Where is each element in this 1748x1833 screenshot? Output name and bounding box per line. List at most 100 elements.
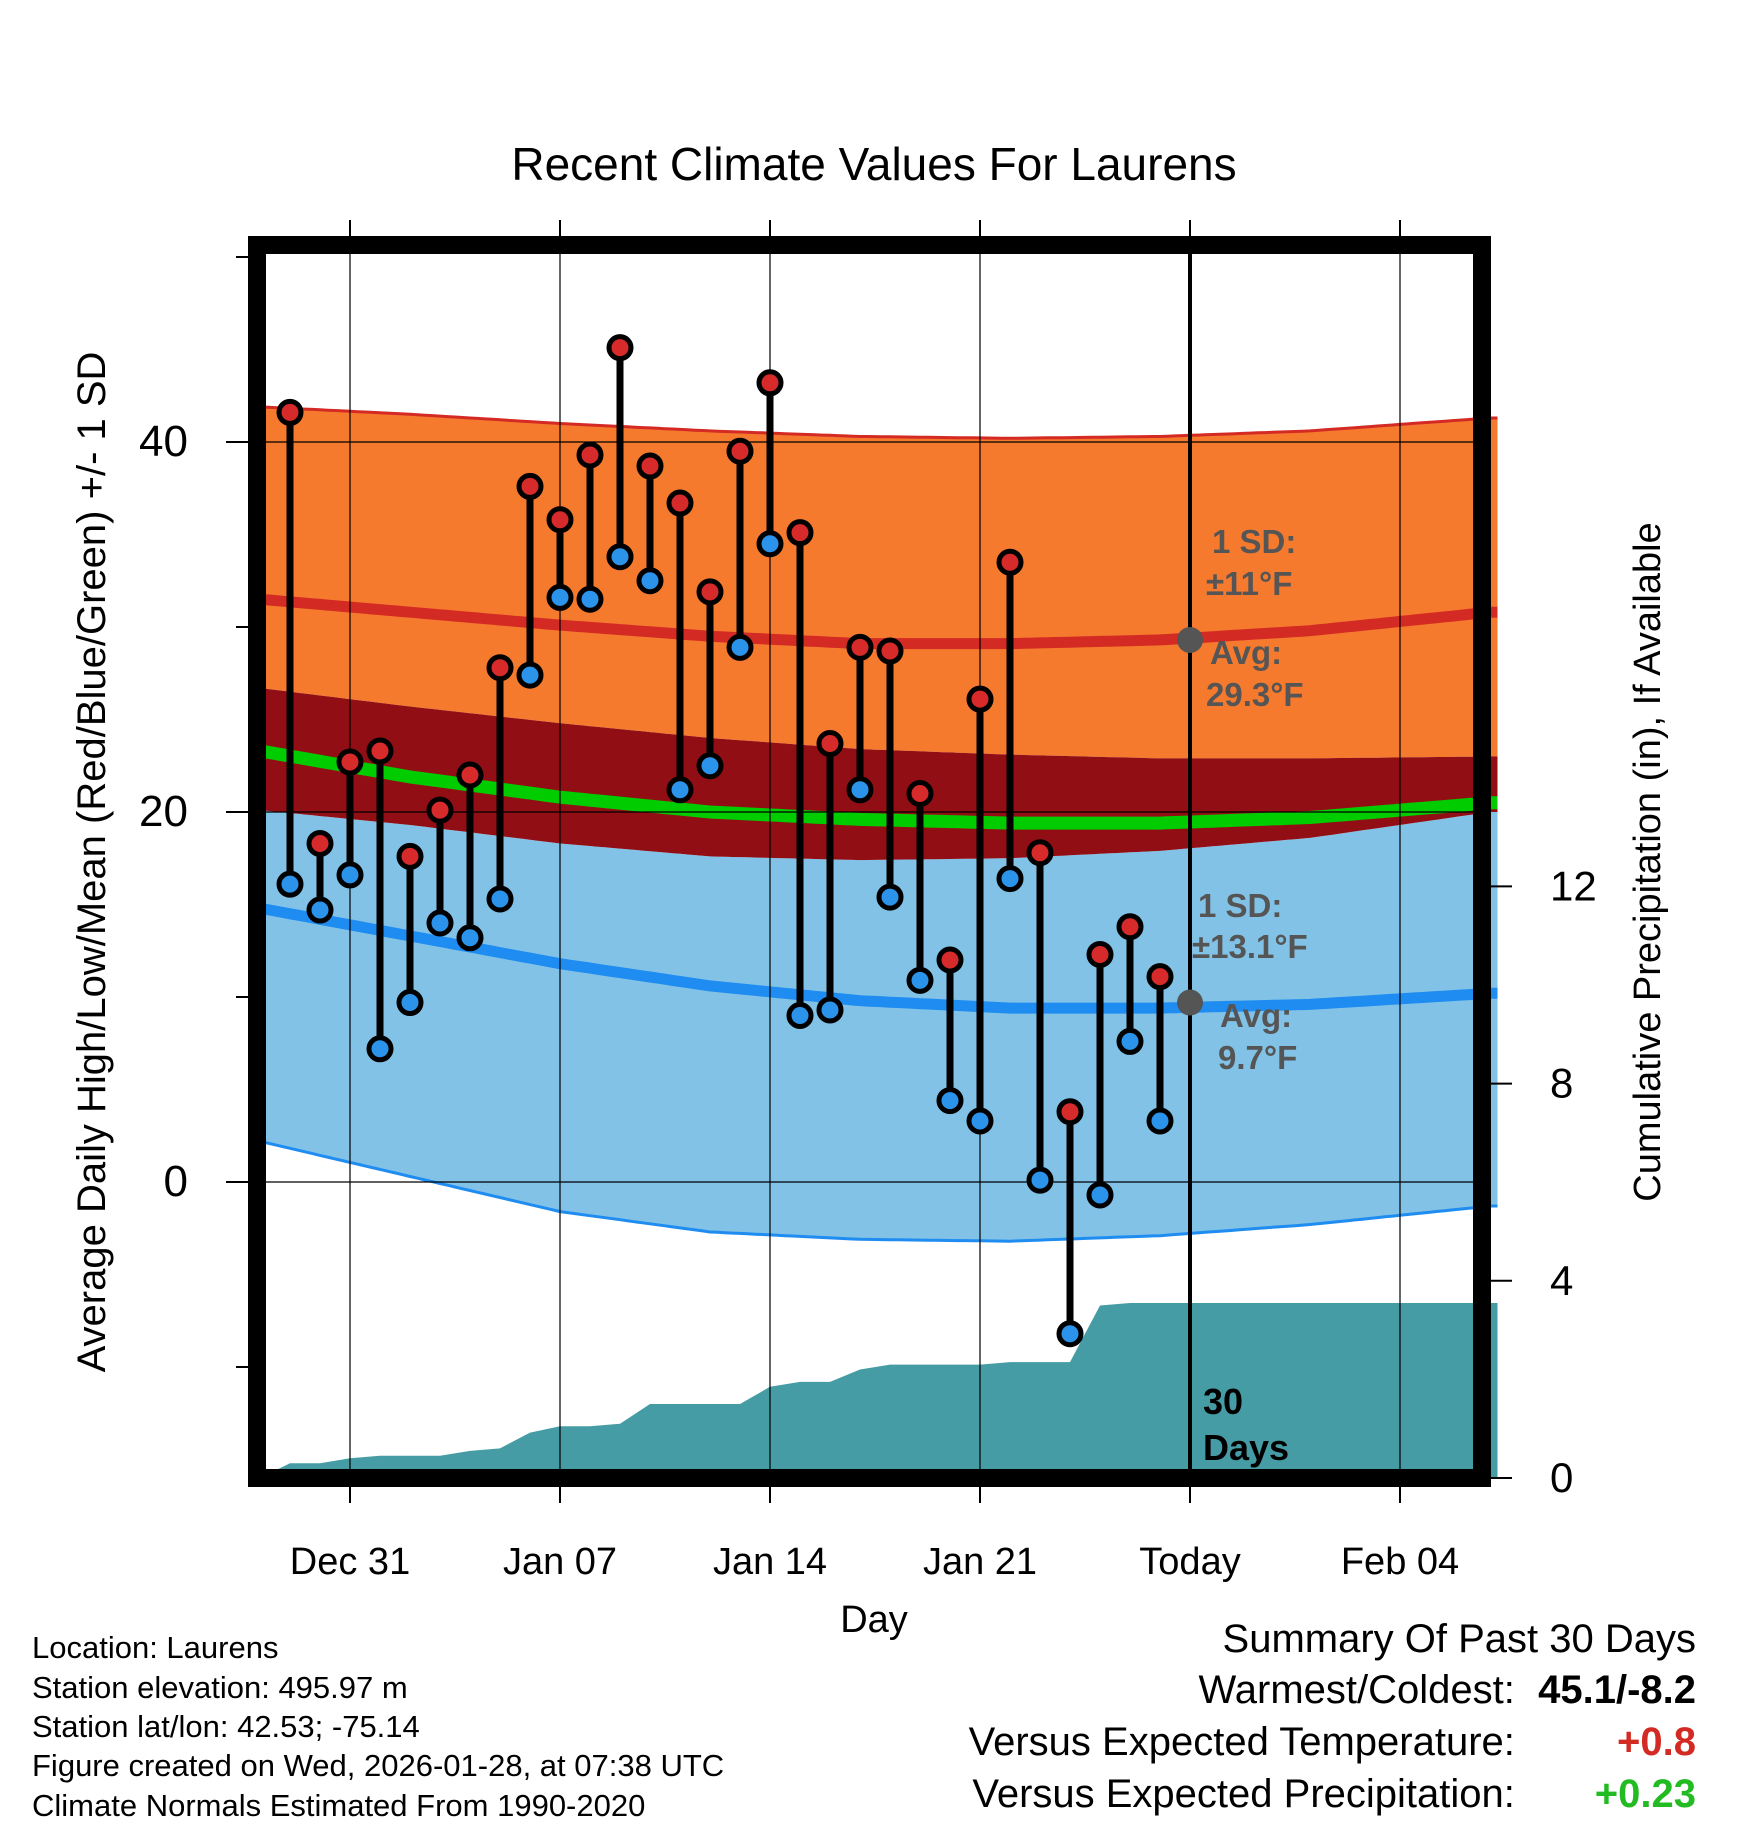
- precip-area: [260, 1303, 1498, 1478]
- summary-warmest-row: Warmest/Coldest: 45.1/-8.2: [1199, 1668, 1697, 1713]
- obs-high-point: [366, 737, 394, 765]
- x-tick-label: Today: [1139, 1541, 1240, 1583]
- obs-low-point: [516, 661, 544, 689]
- obs-high-point: [966, 685, 994, 713]
- obs-low-point: [426, 909, 454, 937]
- high-avg-label: Avg:: [1210, 634, 1282, 671]
- summary-title: Summary Of Past 30 Days: [1222, 1617, 1696, 1661]
- obs-high-point: [996, 548, 1024, 576]
- axes: Recent Climate Values For Laurens Dec 31 J…: [70, 138, 1669, 1641]
- x-tick-label: Jan 07: [503, 1541, 617, 1583]
- obs-high-point: [636, 452, 664, 480]
- summary-temp-value: +0.8: [1617, 1720, 1696, 1764]
- obs-high-point: [696, 578, 724, 606]
- obs-high-point: [846, 633, 874, 661]
- precip-cumulative-area: [260, 1303, 1498, 1478]
- y-right-tick-label: 8: [1550, 1060, 1573, 1107]
- y-left-axis-label: Average Daily High/Low/Mean (Red/Blue/Gr…: [70, 352, 114, 1373]
- x-axis-label: Day: [840, 1599, 908, 1641]
- normal-low-lower-line: [252, 1139, 1498, 1243]
- obs-low-point: [1056, 1320, 1084, 1348]
- obs-low-point: [726, 633, 754, 661]
- y-right-tick-label: 12: [1550, 862, 1597, 909]
- obs-high-point: [1056, 1098, 1084, 1126]
- obs-high-point: [306, 829, 334, 857]
- x-tick-label: Jan 14: [713, 1541, 827, 1583]
- obs-high-point: [726, 437, 754, 465]
- obs-low-point: [606, 543, 634, 571]
- obs-high-point: [336, 748, 364, 776]
- x-tick-label: Dec 31: [290, 1541, 410, 1583]
- obs-low-point: [1116, 1027, 1144, 1055]
- summary-warmest-value: 45.1/-8.2: [1538, 1668, 1696, 1712]
- obs-low-point: [396, 989, 424, 1017]
- today-low-marker: [1177, 989, 1203, 1016]
- obs-low-point: [576, 585, 604, 613]
- obs-high-point: [876, 637, 904, 665]
- y-left-tick-label: 20: [139, 787, 188, 836]
- footer-latlon: Station lat/lon: 42.53; -75.14: [32, 1709, 420, 1744]
- obs-low-point: [666, 776, 694, 804]
- obs-high-point: [426, 796, 454, 824]
- obs-high-point: [786, 519, 814, 547]
- days-word-label: Days: [1203, 1427, 1289, 1468]
- obs-high-point: [576, 441, 604, 469]
- obs-low-point: [486, 885, 514, 913]
- normal-high-band: [252, 406, 1498, 759]
- obs-low-point: [1146, 1107, 1174, 1135]
- obs-high-point: [756, 369, 784, 397]
- obs-low-point: [366, 1035, 394, 1063]
- obs-low-point: [546, 583, 574, 611]
- obs-low-point: [966, 1107, 994, 1135]
- y-left-tick-label: 40: [139, 417, 188, 466]
- low-avg-value: 9.7°F: [1218, 1039, 1297, 1076]
- normal-high-mean-line: [252, 593, 1498, 650]
- obs-low-point: [846, 776, 874, 804]
- obs-low-point: [276, 870, 304, 898]
- obs-high-point: [1146, 963, 1174, 991]
- summary-precip-label: Versus Expected Precipitation:: [972, 1772, 1515, 1816]
- obs-high-point: [666, 489, 694, 517]
- obs-low-point: [696, 752, 724, 780]
- summary-temp-row: Versus Expected Temperature: +0.8: [969, 1720, 1696, 1765]
- obs-low-point: [756, 530, 784, 558]
- high-sd-label: 1 SD:: [1212, 523, 1296, 560]
- obs-high-point: [396, 842, 424, 870]
- footer-normals: Climate Normals Estimated From 1990-2020: [32, 1788, 646, 1823]
- low-sd-label: 1 SD:: [1198, 887, 1282, 924]
- footer-elevation: Station elevation: 495.97 m: [32, 1670, 408, 1705]
- obs-low-point: [996, 865, 1024, 893]
- footer-location: Location: Laurens: [32, 1630, 279, 1665]
- observations: [276, 334, 1174, 1348]
- obs-low-point: [306, 896, 334, 924]
- x-tick-label: Jan 21: [923, 1541, 1037, 1583]
- chart-title: Recent Climate Values For Laurens: [511, 138, 1236, 190]
- obs-high-point: [1116, 913, 1144, 941]
- obs-high-point: [606, 334, 634, 362]
- obs-high-point: [486, 654, 514, 682]
- obs-high-point: [936, 946, 964, 974]
- high-avg-value: 29.3°F: [1206, 676, 1304, 713]
- normal-low-band: [252, 810, 1498, 1242]
- obs-high-point: [906, 780, 934, 807]
- obs-low-point: [1086, 1181, 1114, 1209]
- days-count-label: 30: [1203, 1381, 1243, 1422]
- obs-high-point: [546, 506, 574, 534]
- obs-low-point: [936, 1087, 964, 1115]
- normal-high-upper-line: [252, 405, 1498, 440]
- obs-high-point: [1086, 940, 1114, 968]
- obs-high-point: [276, 398, 304, 426]
- obs-low-point: [816, 996, 844, 1024]
- obs-low-point: [906, 966, 934, 994]
- summary-precip-value: +0.23: [1594, 1772, 1696, 1816]
- low-sd-value: ±13.1°F: [1192, 928, 1308, 965]
- obs-high-point: [516, 472, 544, 500]
- obs-low-point: [786, 1002, 814, 1029]
- summary-precip-row: Versus Expected Precipitation: +0.23: [972, 1772, 1696, 1817]
- obs-high-point: [816, 730, 844, 758]
- summary-warmest-label: Warmest/Coldest:: [1198, 1668, 1515, 1712]
- y-right-axis-label: Cumulative Precipitation (in), If Availa…: [1627, 522, 1669, 1201]
- plot-frame: [248, 236, 1491, 1487]
- y-right-tick-label: 0: [1550, 1454, 1573, 1501]
